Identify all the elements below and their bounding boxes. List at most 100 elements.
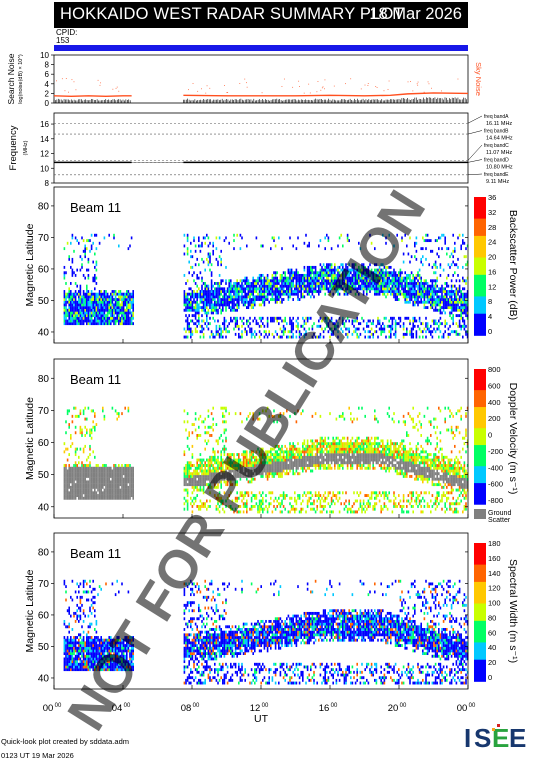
- scatter-cell: [417, 279, 419, 283]
- scatter-cell: [260, 319, 262, 323]
- scatter-cell: [116, 474, 118, 478]
- scatter-cell: [455, 306, 458, 310]
- scatter-cell: [79, 319, 82, 323]
- frequency-band-connector: [467, 130, 483, 135]
- scatter-cell: [119, 466, 122, 470]
- scatter-cell: [196, 488, 198, 492]
- scatter-cell: [212, 332, 214, 336]
- scatter-cell: [263, 466, 266, 470]
- scatter-cell: [415, 319, 418, 323]
- scatter-cell: [63, 485, 66, 489]
- scatter-cell: [212, 241, 214, 245]
- scatter-cell: [449, 332, 451, 336]
- scatter-cell: [294, 290, 296, 293]
- scatter-cell: [188, 327, 190, 331]
- scatter-cell: [215, 504, 218, 508]
- scatter-cell: [110, 298, 112, 301]
- scatter-cell: [428, 330, 430, 334]
- scatter-cell: [82, 306, 85, 310]
- scatter-cell: [356, 279, 358, 283]
- scatter-cell: [113, 474, 115, 478]
- scatter-cell: [286, 322, 288, 326]
- scatter-cell: [196, 472, 198, 476]
- scatter-cell: [223, 420, 226, 424]
- scatter-cell: [116, 466, 118, 470]
- scatter-cell: [228, 241, 230, 245]
- scatter-cell: [121, 306, 123, 310]
- scatter-cell: [105, 295, 107, 299]
- scatter-cell: [423, 290, 426, 293]
- scatter-cell: [95, 496, 98, 500]
- scatter-cell: [255, 494, 258, 497]
- scatter-cell: [86, 300, 88, 304]
- scatter-cell: [262, 510, 264, 514]
- scatter-cell: [276, 295, 278, 299]
- scatter-cell: [193, 474, 195, 478]
- scatter-cell: [281, 494, 283, 497]
- scatter-cell: [346, 282, 349, 285]
- scatter-cell: [460, 314, 462, 318]
- colorbar-cell: [474, 261, 486, 267]
- scatter-cell: [94, 455, 96, 459]
- scatter-cell: [231, 453, 234, 457]
- scatter-cell: [81, 322, 83, 326]
- scatter-cell: [68, 298, 70, 301]
- scatter-cell: [316, 271, 318, 275]
- scatter-cell: [249, 474, 251, 478]
- scatter-cell: [236, 282, 238, 285]
- scatter-cell: [183, 420, 186, 424]
- scatter-cell: [217, 287, 219, 291]
- scatter-cell: [198, 311, 200, 315]
- scatter-cell: [412, 303, 414, 307]
- scatter-cell: [79, 298, 82, 301]
- scatter-cell: [121, 412, 123, 416]
- scatter-cell: [281, 273, 283, 277]
- scatter-cell: [201, 306, 203, 310]
- scatter-cell: [225, 290, 227, 293]
- scatter-cell: [76, 314, 78, 318]
- scatter-cell: [234, 324, 237, 328]
- scatter-cell: [466, 311, 469, 315]
- scatter-cell: [396, 287, 398, 291]
- scatter-cell: [262, 409, 264, 413]
- scatter-cell: [65, 295, 67, 299]
- scatter-cell: [262, 316, 264, 320]
- scatter-cell: [63, 311, 66, 315]
- scatter-cell: [84, 425, 86, 429]
- scatter-cell: [462, 308, 464, 312]
- scatter-cell: [369, 271, 371, 275]
- scatter-cell: [310, 287, 312, 291]
- scatter-cell: [246, 455, 248, 459]
- scatter-cell: [433, 303, 435, 307]
- scatter-cell: [420, 247, 422, 251]
- scatter-cell: [130, 306, 133, 310]
- scatter-cell: [318, 284, 320, 288]
- scatter-cell: [105, 494, 107, 497]
- scatter-cell: [452, 300, 454, 304]
- scatter-cell: [308, 287, 310, 291]
- scatter-cell: [250, 461, 253, 465]
- scatter-cell: [370, 327, 373, 331]
- scatter-cell: [84, 276, 86, 280]
- scatter-cell: [228, 455, 230, 459]
- scatter-cell: [327, 268, 330, 272]
- scatter-cell: [270, 447, 272, 451]
- scatter-cell: [215, 303, 218, 307]
- scatter-cell: [390, 287, 392, 291]
- colorbar-tick-label: 16: [488, 267, 496, 276]
- scatter-cell: [90, 488, 93, 492]
- scatter-cell: [401, 284, 403, 288]
- scatter-cell: [319, 263, 322, 267]
- scatter-cell: [326, 319, 328, 323]
- scatter-cell: [66, 412, 69, 416]
- scatter-cell: [118, 316, 120, 320]
- scatter-cell: [193, 472, 195, 476]
- scatter-cell: [321, 273, 323, 277]
- scatter-cell: [273, 276, 275, 280]
- scatter-cell: [393, 316, 395, 320]
- scatter-cell: [348, 271, 350, 275]
- scatter-cell: [382, 290, 384, 293]
- scatter-cell: [186, 252, 189, 256]
- scatter-cell: [218, 466, 221, 470]
- scatter-cell: [92, 279, 94, 283]
